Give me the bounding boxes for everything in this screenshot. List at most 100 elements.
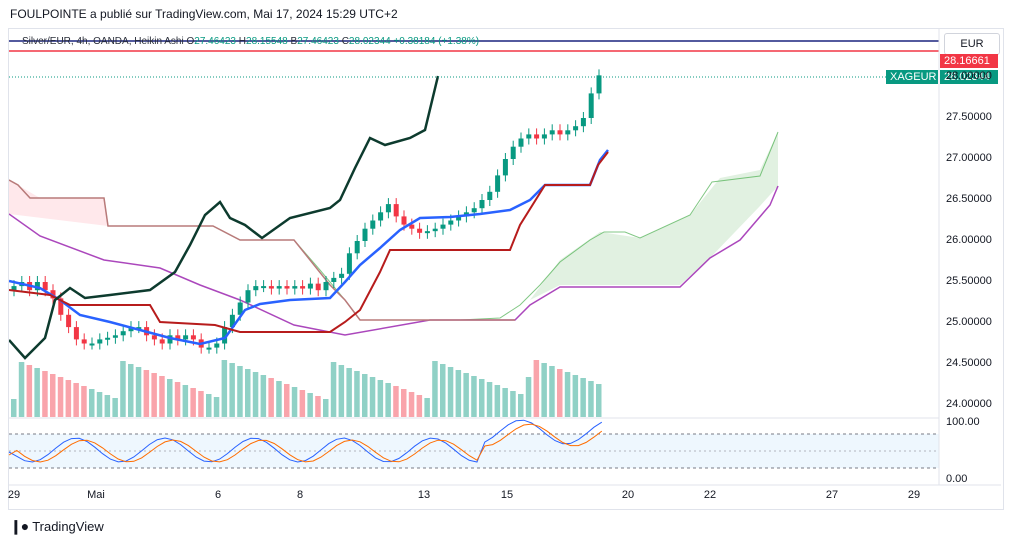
symbol-tag: XAGEUR — [886, 70, 938, 84]
volume-bar — [330, 362, 337, 417]
candle-body — [151, 335, 157, 340]
candle-body — [214, 343, 220, 348]
candle-body — [34, 282, 40, 291]
candle-body — [580, 118, 586, 127]
volume-bar — [182, 385, 189, 417]
volume-bar — [362, 374, 368, 417]
volume-bar — [135, 367, 142, 417]
volume-bar — [416, 395, 423, 417]
last-price-tag: 28.02344 — [940, 70, 998, 84]
candle-body — [448, 220, 454, 225]
volume-bar — [557, 369, 563, 417]
candle-body — [401, 216, 407, 225]
candle-body — [222, 327, 228, 344]
candle-body — [58, 298, 64, 315]
y-tick-label: 25.50000 — [946, 275, 992, 287]
x-tick-label: 22 — [704, 489, 716, 501]
legend-c-value: 28.02344 — [348, 36, 391, 47]
candle-body — [120, 331, 126, 336]
candle-body — [479, 200, 485, 209]
volume-bar — [57, 377, 64, 417]
candle-body — [276, 286, 282, 289]
candle-body — [565, 130, 571, 135]
candle-body — [50, 290, 56, 299]
volume-bar — [494, 385, 501, 417]
candle-body — [66, 314, 72, 328]
candle-body — [331, 277, 337, 282]
candle-body — [175, 335, 181, 340]
volume-bar — [299, 390, 306, 417]
candle-body — [253, 286, 259, 291]
volume-bar — [385, 383, 391, 417]
candle-body — [89, 343, 95, 346]
legend-change: +0.38184 (+1.38%) — [393, 36, 480, 47]
x-tick-label: 6 — [215, 489, 221, 501]
y-tick-label: 26.50000 — [946, 193, 992, 205]
candle-body — [596, 75, 602, 94]
candle-body — [245, 290, 251, 303]
currency-button[interactable]: EUR — [944, 33, 1000, 55]
stoch-rsi-d-line — [8, 423, 603, 463]
volume-bar — [159, 376, 165, 417]
candle-body — [549, 130, 555, 135]
volume-bar — [323, 399, 329, 417]
x-tick-label: 27 — [826, 489, 838, 501]
volume-bar — [596, 384, 602, 417]
volume-bar — [510, 391, 516, 417]
stoch-rsi-k-line — [8, 419, 603, 463]
candle-body — [409, 224, 415, 229]
candle-body — [526, 134, 532, 139]
volume-bar — [18, 362, 25, 417]
candle-body — [11, 286, 17, 291]
candle-body — [557, 130, 563, 135]
candle-body — [378, 212, 384, 221]
x-tick-label: 29 — [8, 489, 20, 501]
volume-bar — [260, 375, 267, 417]
volume-bar — [502, 388, 508, 417]
candle-body — [487, 191, 493, 200]
candle-body — [97, 339, 103, 344]
tradingview-logo[interactable]: ❙● TradingView — [10, 518, 104, 535]
volume-bar — [276, 381, 282, 417]
candle-body — [370, 220, 376, 229]
volume-bar — [120, 361, 126, 417]
volume-bar — [104, 395, 111, 417]
legend-symbol: Silver/EUR, 4h, OANDA, Heikin Ashi — [22, 36, 184, 47]
volume-bar — [471, 376, 477, 417]
volume-bar — [65, 380, 72, 417]
candle-body — [534, 134, 540, 139]
volume-bar — [268, 378, 274, 417]
volume-bar — [96, 392, 103, 417]
volume-bar — [34, 368, 40, 417]
y-tick-label: 26.00000 — [946, 234, 992, 246]
volume-bar — [237, 366, 243, 417]
volume-bar — [440, 364, 446, 417]
y-tick-label: 28.00000 — [946, 70, 992, 82]
volume-bar — [291, 387, 298, 417]
candle-body — [502, 159, 508, 176]
x-tick-label: 29 — [908, 489, 920, 501]
candle-body — [73, 327, 79, 340]
candle-body — [81, 339, 87, 344]
volume-bar — [432, 361, 438, 417]
volume-bar — [369, 377, 376, 417]
volume-bar — [533, 360, 540, 417]
candle-body — [128, 327, 134, 332]
volume-bar — [463, 373, 469, 417]
x-tick-label: 15 — [501, 489, 513, 501]
volume-bar — [408, 392, 415, 417]
candle-body — [393, 204, 399, 217]
volume-bar — [424, 398, 430, 417]
candle-body — [471, 208, 477, 213]
volume-bar — [541, 363, 547, 417]
candle-body — [261, 286, 267, 289]
volume-bar — [50, 374, 56, 417]
tradingview-mark-icon: ❙● — [10, 518, 29, 534]
candle-body — [284, 286, 290, 289]
legend-c-label: C — [341, 36, 349, 47]
legend-h-value: 28.15548 — [246, 36, 288, 47]
volume-bar — [346, 368, 352, 417]
candle-body — [323, 282, 329, 291]
base-line — [9, 151, 609, 333]
